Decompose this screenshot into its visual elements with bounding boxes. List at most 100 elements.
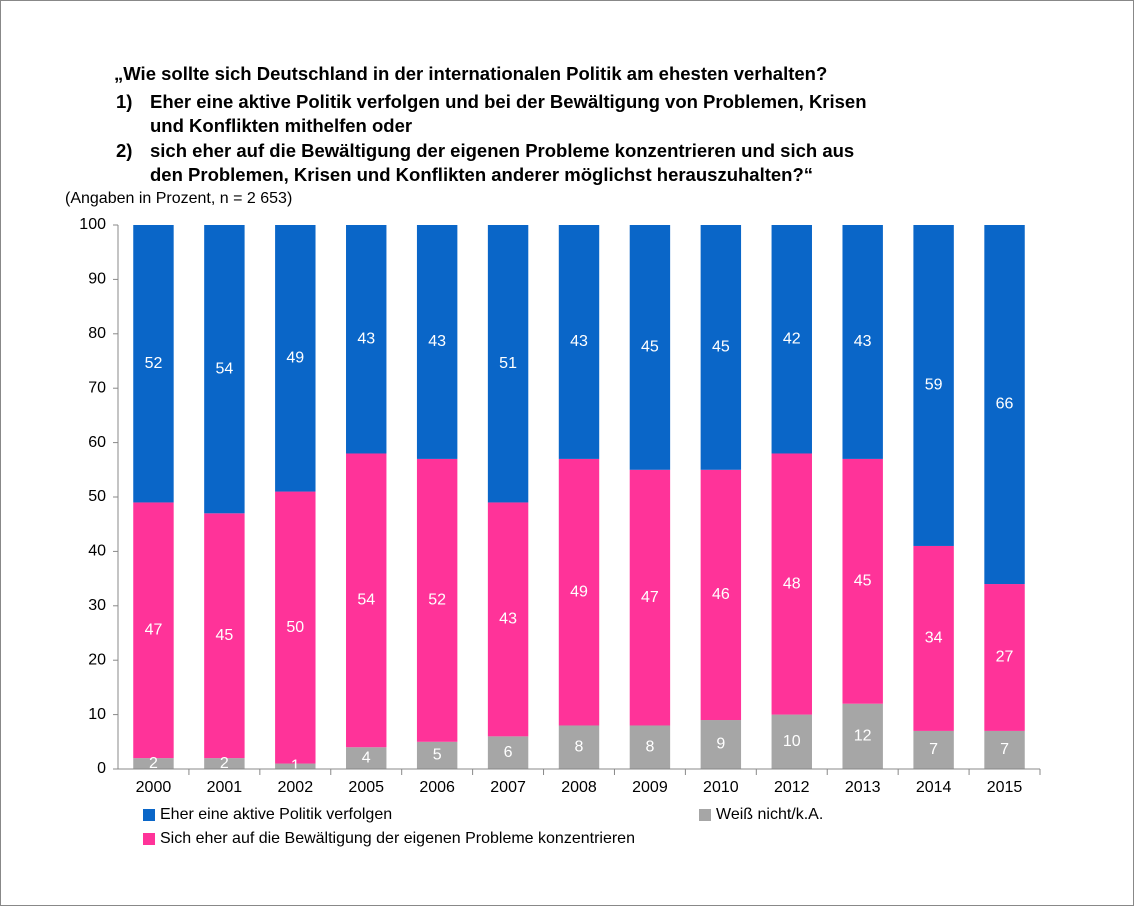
title-line: und Konflikten mithelfen oder [150, 115, 412, 136]
y-tick-label: 20 [88, 651, 106, 668]
bar-segment [629, 725, 671, 769]
bar-segment [558, 458, 600, 726]
bar-segment [771, 714, 812, 769]
value-label: 46 [712, 586, 730, 603]
legend-label: Weiß nicht/k.A. [716, 806, 823, 823]
value-label: 9 [716, 736, 725, 753]
value-label: 43 [570, 333, 588, 350]
y-tick-label: 80 [88, 325, 106, 342]
bar-segment [629, 225, 671, 470]
x-tick-label: 2014 [916, 779, 952, 796]
bar-segment [275, 491, 316, 764]
title-line: den Problemen, Krisen und Konflikten and… [150, 164, 813, 185]
legend-swatch [143, 833, 155, 845]
value-label: 54 [215, 360, 233, 377]
value-label: 49 [286, 349, 304, 366]
x-tick-label: 2006 [419, 779, 455, 796]
value-label: 43 [499, 611, 517, 628]
subtitle: (Angaben in Prozent, n = 2 653) [65, 190, 292, 207]
y-tick-label: 100 [79, 216, 106, 233]
bar-segment [346, 453, 387, 748]
value-label: 48 [783, 575, 801, 592]
bar-segment [133, 502, 174, 759]
y-tick-label: 40 [88, 543, 106, 560]
x-tick-label: 2001 [207, 779, 243, 796]
bar-segment [133, 758, 174, 769]
bar-segment [416, 458, 458, 742]
bar-segment [700, 225, 742, 470]
value-label: 4 [362, 749, 371, 766]
bar-segment [842, 225, 883, 459]
bar-segment [771, 225, 812, 454]
legend-label: Eher eine aktive Politik verfolgen [160, 806, 392, 823]
x-tick-label: 2012 [774, 779, 810, 796]
bar-segment [842, 703, 883, 769]
value-label: 52 [145, 355, 163, 372]
bar-segment [700, 469, 742, 721]
x-tick-label: 2015 [987, 779, 1023, 796]
value-label: 8 [645, 738, 654, 755]
y-tick-label: 30 [88, 597, 106, 614]
value-label: 45 [641, 339, 659, 356]
y-tick-label: 0 [97, 760, 106, 777]
value-label: 7 [929, 741, 938, 758]
value-label: 5 [433, 747, 442, 764]
value-label: 34 [925, 630, 943, 647]
bar-segment [416, 225, 458, 459]
value-label: 43 [854, 333, 872, 350]
title-line: „Wie sollte sich Deutschland in der inte… [114, 63, 827, 84]
value-label: 50 [286, 619, 304, 636]
x-tick-label: 2008 [561, 779, 597, 796]
bar-segment [984, 584, 1025, 731]
value-label: 42 [783, 330, 801, 347]
bar-segment [984, 225, 1025, 585]
value-label: 45 [215, 627, 233, 644]
value-label: 47 [641, 589, 659, 606]
legend-swatch [143, 809, 155, 821]
bar-segment [913, 545, 954, 731]
bar-segment [558, 725, 600, 769]
legend-swatch [699, 809, 711, 821]
value-label: 1 [291, 757, 300, 774]
plot-area [133, 225, 1025, 769]
bar-segment [487, 502, 529, 737]
bar-segment [487, 736, 529, 769]
bar-segment [204, 225, 245, 514]
bar-segment [416, 741, 458, 769]
bar-segment [204, 758, 245, 769]
title-line: 1) [116, 91, 132, 112]
bar-segment [346, 747, 387, 769]
value-label: 27 [996, 649, 1014, 666]
value-label: 45 [854, 573, 872, 590]
value-label: 51 [499, 355, 517, 372]
value-label: 12 [854, 728, 872, 745]
bar-segment [204, 513, 245, 759]
bar-segment [275, 763, 316, 769]
value-label: 66 [996, 396, 1014, 413]
x-tick-label: 2000 [136, 779, 172, 796]
value-label: 52 [428, 592, 446, 609]
bar-segment [558, 225, 600, 459]
bar-segment [913, 730, 954, 769]
value-label: 8 [575, 738, 584, 755]
title-line: Eher eine aktive Politik verfolgen und b… [150, 91, 867, 112]
x-tick-label: 2002 [278, 779, 314, 796]
legend-label: Sich eher auf die Bewältigung der eigene… [160, 830, 635, 847]
bar-segment [275, 225, 316, 492]
bar-segment [771, 453, 812, 715]
value-label: 2 [220, 755, 229, 772]
bar-segment [913, 225, 954, 546]
value-label: 6 [504, 744, 513, 761]
bar-segment [487, 225, 529, 503]
y-tick-label: 90 [88, 271, 106, 288]
x-tick-label: 2009 [632, 779, 668, 796]
y-tick-label: 50 [88, 488, 106, 505]
bar-segment [629, 469, 671, 726]
title-line: 2) [116, 140, 132, 161]
bar-segment [984, 730, 1025, 769]
value-label: 47 [145, 621, 163, 638]
value-label: 43 [428, 333, 446, 350]
bar-segment [700, 720, 742, 769]
bar-segment [133, 225, 174, 503]
